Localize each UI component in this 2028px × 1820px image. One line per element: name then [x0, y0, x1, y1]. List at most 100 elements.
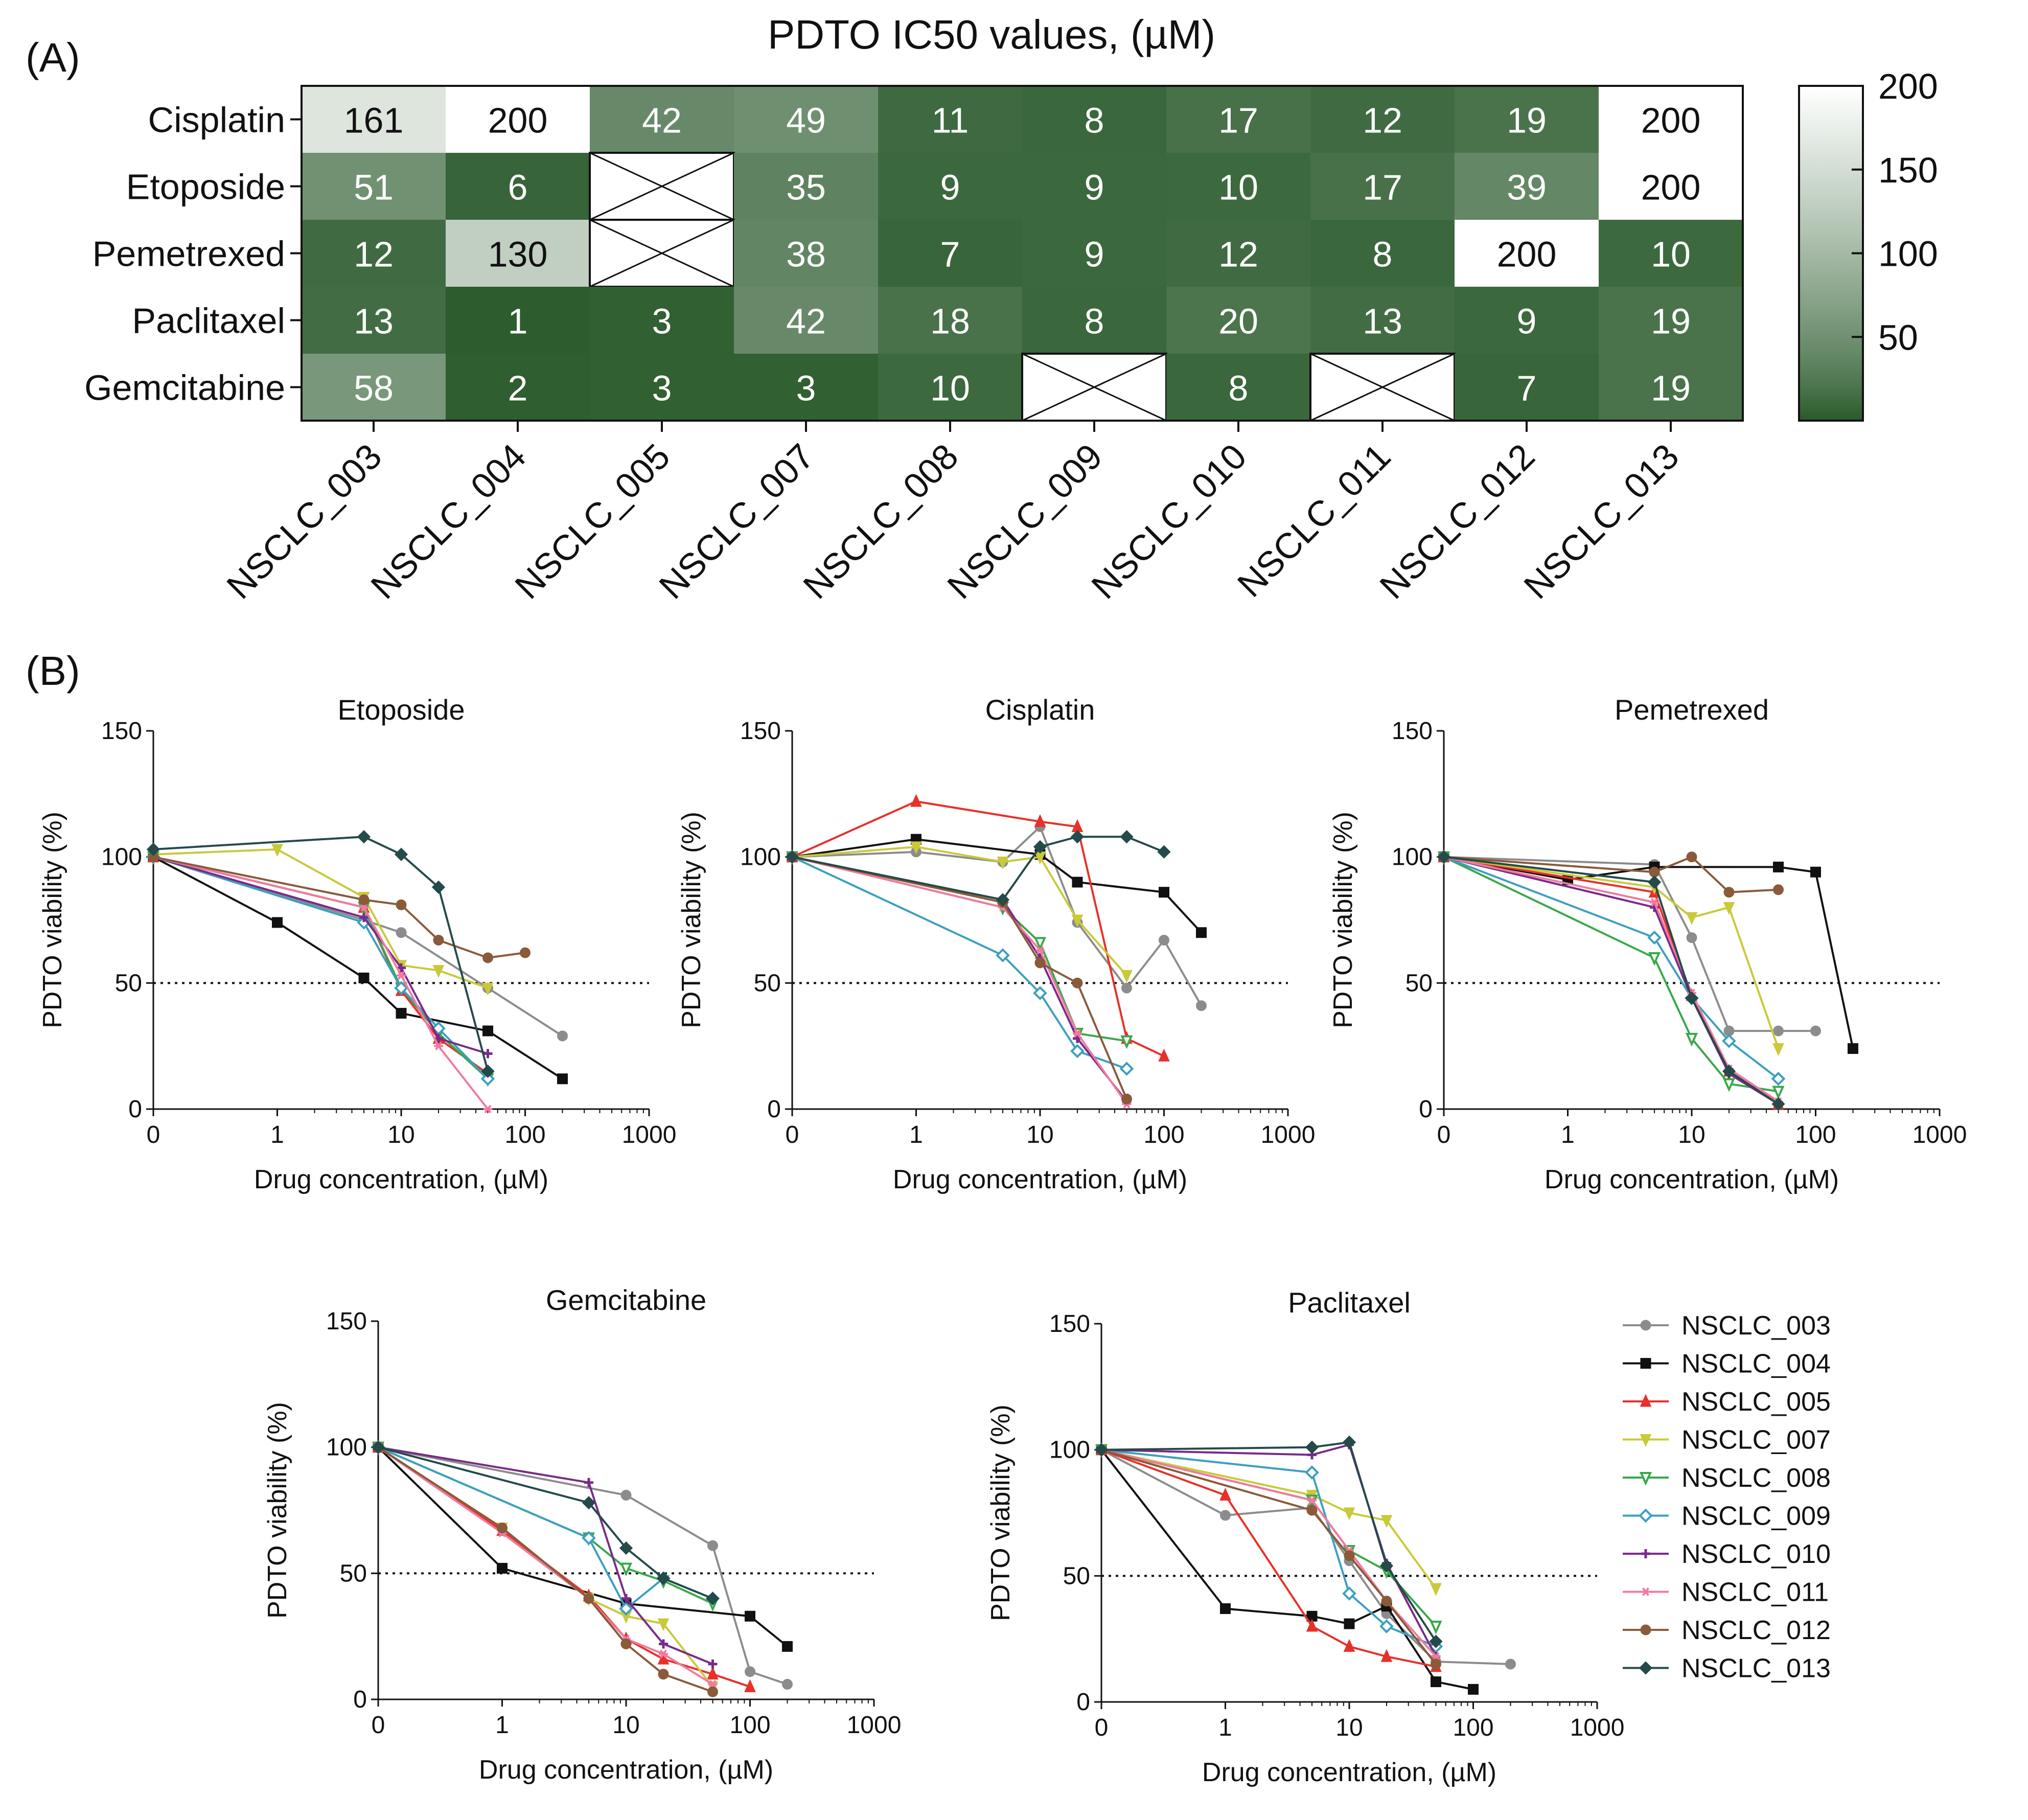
y-tick-label: 100 [1049, 1437, 1090, 1464]
heatmap-cell [1599, 153, 1743, 220]
heatmap-cell [1455, 153, 1599, 220]
data-point [434, 1042, 442, 1051]
heatmap-cell [1599, 86, 1743, 153]
chart-cisplatin: Cisplatin 0 50 100 150 0 1 10 100 1000 Drug concen… [677, 694, 1315, 1194]
data-point [394, 847, 408, 861]
heatmap-col-label: NSCLC_005 [508, 436, 678, 606]
data-point [1195, 1000, 1207, 1011]
data-point [1195, 927, 1207, 938]
legend-label: NSCLC_011 [1681, 1578, 1829, 1607]
data-point [1308, 1495, 1316, 1505]
colorbar-label: 50 [1878, 317, 1918, 357]
data-point [996, 948, 1010, 962]
legend-label: NSCLC_005 [1681, 1387, 1831, 1417]
data-point [1220, 1510, 1231, 1521]
data-point [656, 1572, 671, 1585]
heatmap-cell [446, 86, 590, 153]
heatmap-value: 12 [1363, 101, 1402, 141]
heatmap-cell [1310, 153, 1455, 220]
data-point [1344, 1550, 1355, 1561]
heatmap-cell [878, 354, 1022, 421]
data-point [1773, 884, 1784, 895]
series-line-nsclc_011 [377, 1446, 713, 1686]
x-tick-label: 10 [1026, 1121, 1053, 1148]
data-point [520, 947, 531, 958]
data-point [1120, 1035, 1133, 1049]
heatmap-value: 9 [1517, 302, 1537, 341]
data-point [371, 1440, 385, 1454]
heatmap-value: 51 [354, 168, 394, 208]
heatmap-value: 8 [1085, 302, 1104, 341]
heatmap-cell [1455, 287, 1599, 354]
data-point [1343, 1639, 1355, 1652]
y-tick-label: 100 [326, 1434, 367, 1461]
data-point [1121, 1093, 1133, 1104]
heatmap-value: 13 [354, 302, 394, 341]
heatmap-value: 7 [1517, 368, 1537, 408]
colorbar-label: 100 [1878, 234, 1938, 274]
heatmap-value: 8 [1229, 368, 1249, 408]
data-point [1722, 1033, 1736, 1048]
heatmap-cell [1599, 354, 1743, 421]
legend-item: NSCLC_010 [1623, 1539, 1831, 1569]
data-point [433, 934, 444, 946]
heatmap-value: 6 [508, 168, 528, 208]
data-point [1773, 1025, 1784, 1036]
chart-title: Paclitaxel [1288, 1286, 1411, 1319]
chart-title: Gemcitabine [546, 1284, 706, 1316]
data-point [1685, 1032, 1698, 1047]
heatmap-cell [1022, 220, 1166, 287]
data-point [1686, 932, 1697, 943]
heatmap-cell [1310, 287, 1455, 354]
heatmap-col-label: NSCLC_003 [219, 436, 389, 606]
heatmap-value: 17 [1218, 101, 1258, 141]
x-tick-label: 100 [1453, 1714, 1493, 1741]
legend-item: NSCLC_004 [1623, 1349, 1831, 1379]
legend-label: NSCLC_010 [1681, 1539, 1831, 1569]
heatmap-row-label: Pemetrexed [93, 234, 285, 274]
data-point [1430, 1583, 1442, 1596]
heatmap-value: 200 [1641, 101, 1701, 141]
heatmap-value: 39 [1507, 168, 1547, 208]
heatmap-cell [1166, 354, 1310, 421]
heatmap-col-label: NSCLC_010 [1084, 436, 1254, 606]
data-point [482, 952, 494, 963]
x-axis-label: Drug concentration, (µM) [1202, 1758, 1496, 1787]
y-tick-label: 150 [326, 1308, 367, 1335]
data-point [1036, 946, 1044, 955]
cross-line [1022, 353, 1167, 422]
data-point [1642, 1587, 1649, 1596]
series-line-nsclc_004 [792, 838, 1202, 934]
heatmap-cell [1310, 86, 1455, 153]
data-point [997, 857, 1009, 870]
heatmap-cell [590, 287, 734, 354]
heatmap-cell [1166, 220, 1310, 287]
colorbar-label: 200 [1878, 66, 1938, 106]
y-axis-label: PDTO viability (%) [986, 1404, 1016, 1621]
data-point [781, 1678, 793, 1690]
x-tick-label: 1 [495, 1712, 509, 1739]
series-line-nsclc_003 [1443, 856, 1816, 1032]
heatmap-value: 49 [786, 101, 826, 141]
legend-label: NSCLC_007 [1681, 1425, 1831, 1455]
heatmap-cell [302, 287, 446, 354]
series-line-nsclc_003 [378, 1446, 788, 1686]
chart-title: Etoposide [337, 694, 465, 726]
heatmap-cell [1455, 220, 1599, 287]
y-tick-label: 0 [1076, 1689, 1090, 1716]
heatmap-col-label: NSCLC_007 [652, 436, 822, 606]
data-point [396, 927, 407, 938]
heatmap-value: 18 [930, 302, 970, 341]
data-point [432, 965, 445, 978]
heatmap-value: 19 [1651, 368, 1691, 408]
data-point [709, 1679, 717, 1689]
data-point [557, 1030, 568, 1042]
data-point [394, 981, 408, 996]
data-point [1649, 866, 1660, 878]
x-tick-label: 1 [909, 1121, 923, 1148]
data-point [1342, 1435, 1356, 1449]
data-point [1380, 1649, 1393, 1662]
y-axis-label: PDTO viability (%) [38, 812, 67, 1028]
data-point [707, 1540, 719, 1551]
x-tick-label: 0 [1437, 1121, 1451, 1148]
